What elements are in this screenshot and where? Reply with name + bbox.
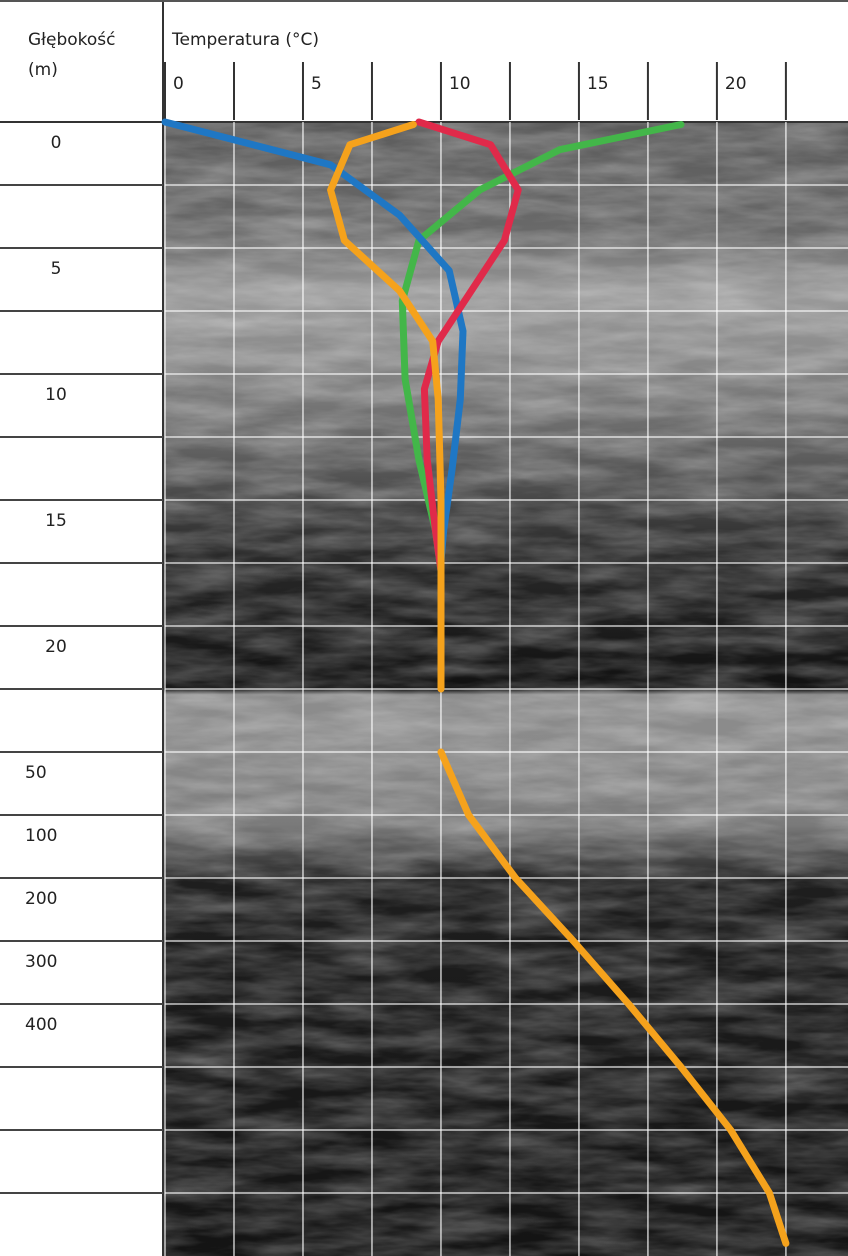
chart-title: Temperatura (°C) <box>171 30 319 50</box>
y-tick-label: 200 <box>25 889 57 909</box>
grid: 0 5 10 15 20 50 100 200 300 400 0 5 10 15 20 <box>0 62 848 1256</box>
y-tick-label: 20 <box>45 637 67 657</box>
x-tick-label: 5 <box>311 74 322 94</box>
y-tick-label: 10 <box>45 385 67 405</box>
y-axis-label: (m) <box>28 60 58 80</box>
y-tick-label: 15 <box>45 511 67 531</box>
y-tick-label: 50 <box>25 763 47 783</box>
y-tick-label: 5 <box>51 259 62 279</box>
y-tick-label: 100 <box>25 826 57 846</box>
temperature-curve <box>327 121 790 1247</box>
y-tick-label: 0 <box>51 133 62 153</box>
temperature-curve <box>161 118 467 564</box>
x-tick-label: 10 <box>449 74 471 94</box>
y-axis-label: Głębokość <box>28 30 116 50</box>
x-tick-label: 20 <box>725 74 747 94</box>
x-tick-label: 0 <box>173 74 184 94</box>
curves <box>161 118 790 1247</box>
y-tick-label: 400 <box>25 1015 57 1035</box>
y-tick-label: 300 <box>25 952 57 972</box>
x-tick-label: 15 <box>587 74 609 94</box>
temperature-curve <box>415 118 522 575</box>
